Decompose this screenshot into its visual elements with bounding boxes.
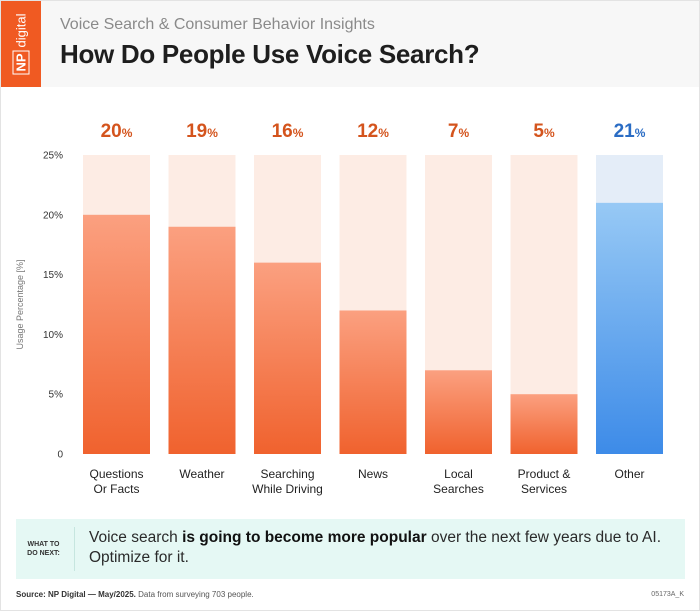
bar-value-label: 21% — [614, 121, 646, 142]
x-category-label: Searches — [433, 482, 484, 496]
callout-text: Voice search is going to become more pop… — [89, 528, 679, 568]
x-category-label: News — [358, 467, 388, 481]
y-tick-label: 15% — [43, 270, 63, 281]
source-note: Source: NP Digital — May/2025. Data from… — [16, 590, 254, 599]
bar-value-label: 19% — [186, 121, 218, 142]
brand-logo: NP digital — [1, 1, 41, 87]
page-title: How Do People Use Voice Search? — [60, 39, 480, 69]
bar — [339, 310, 407, 454]
graphic-code: 05173A_K — [651, 591, 684, 598]
bar — [596, 202, 663, 454]
x-category-label: Local — [444, 467, 473, 481]
logo-np: NP — [12, 50, 30, 75]
what-to-do-next-callout: WHAT TO DO NEXT: Voice search is going t… — [16, 519, 685, 579]
callout-text-bold: is going to become more popular — [182, 529, 427, 546]
header: NP digital Voice Search & Consumer Behavi… — [1, 1, 699, 87]
y-tick-label: 5% — [49, 390, 64, 401]
bar — [83, 214, 150, 454]
x-category-label: Searching — [260, 467, 314, 481]
bar-value-label: 12% — [357, 121, 389, 142]
callout-text-before: Voice search — [89, 529, 183, 546]
x-category-label: Other — [614, 467, 644, 481]
y-tick-label: 0 — [57, 450, 63, 461]
bar-chart: Usage Percentage [%] 0 5% 10% 15% 20% 25% 20% Qu… — [15, 121, 663, 496]
source-text: Data from surveying 703 people. — [135, 590, 254, 599]
x-category-label: Questions — [89, 467, 143, 481]
callout-tag: WHAT TO DO NEXT: — [27, 540, 60, 557]
x-category-label: Or Facts — [93, 482, 139, 496]
x-category-label: Services — [521, 482, 567, 496]
logo-text: NP digital — [12, 13, 30, 75]
y-axis-label: Usage Percentage [%] — [15, 259, 25, 349]
y-tick-label: 10% — [43, 330, 63, 341]
x-category-label: Product & — [518, 467, 571, 481]
bar — [168, 226, 236, 454]
bar-value-label: 16% — [272, 121, 304, 142]
callout-text-after: over the next few years due to AI. Optim… — [89, 529, 662, 566]
y-tick-label: 25% — [43, 151, 63, 162]
x-category-label: Weather — [179, 467, 224, 481]
bar-value-label: 20% — [101, 121, 133, 142]
source-label: Source: NP Digital — May/2025. — [16, 590, 136, 599]
bar — [425, 370, 492, 454]
page-subtitle: Voice Search & Consumer Behavior Insight… — [60, 16, 375, 33]
logo-word: digital — [13, 13, 29, 48]
y-tick-label: 20% — [43, 210, 63, 221]
callout-divider — [74, 527, 75, 571]
bar — [510, 394, 578, 454]
x-category-label: While Driving — [252, 482, 323, 496]
bar — [254, 262, 321, 454]
bar-value-label: 7% — [448, 121, 470, 142]
bar-value-label: 5% — [533, 121, 555, 142]
